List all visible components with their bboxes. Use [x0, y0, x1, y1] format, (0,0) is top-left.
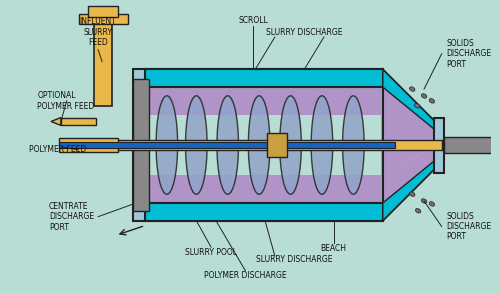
Bar	[78, 14, 128, 24]
Ellipse shape	[410, 192, 415, 196]
Text: SCROLL: SCROLL	[238, 16, 268, 25]
Polygon shape	[383, 69, 437, 221]
Text: SLURRY DISCHARGE: SLURRY DISCHARGE	[256, 255, 332, 264]
Polygon shape	[51, 117, 61, 125]
Bar	[146, 69, 383, 221]
Ellipse shape	[248, 96, 270, 194]
Polygon shape	[383, 87, 437, 176]
Bar	[147, 176, 381, 203]
Text: OPTIONAL
POLYMER FEED: OPTIONAL POLYMER FEED	[38, 91, 94, 110]
Bar	[134, 69, 145, 221]
Bar	[146, 203, 383, 221]
Ellipse shape	[422, 94, 427, 98]
Text: POLYMER DISCHARGE: POLYMER DISCHARGE	[204, 271, 286, 280]
Ellipse shape	[217, 96, 238, 194]
Bar	[61, 117, 96, 125]
Bar	[86, 140, 442, 150]
Text: POLYMER FEED: POLYMER FEED	[30, 145, 86, 154]
Bar	[59, 138, 118, 152]
Ellipse shape	[156, 96, 178, 194]
Polygon shape	[383, 69, 437, 131]
Ellipse shape	[414, 103, 420, 108]
Text: SOLIDS
DISCHARGE
PORT: SOLIDS DISCHARGE PORT	[446, 39, 492, 69]
Bar	[444, 137, 498, 153]
Text: SLURRY POOL: SLURRY POOL	[185, 248, 237, 258]
Text: INFLUENT
SLURRY
FEED: INFLUENT SLURRY FEED	[80, 17, 116, 47]
Text: SOLIDS
DISCHARGE
PORT: SOLIDS DISCHARGE PORT	[446, 212, 492, 241]
Ellipse shape	[410, 87, 415, 91]
Bar	[59, 142, 394, 149]
Text: BEACH: BEACH	[320, 243, 346, 253]
Text: CENTRATE
DISCHARGE
PORT: CENTRATE DISCHARGE PORT	[49, 202, 94, 231]
Bar	[94, 17, 112, 106]
Bar	[434, 117, 444, 173]
Ellipse shape	[422, 199, 427, 203]
Ellipse shape	[186, 96, 207, 194]
Ellipse shape	[416, 209, 421, 213]
Bar	[267, 133, 286, 157]
Ellipse shape	[311, 96, 332, 194]
Ellipse shape	[429, 202, 434, 206]
Text: SLURRY DISCHARGE: SLURRY DISCHARGE	[266, 28, 342, 37]
Ellipse shape	[280, 96, 301, 194]
Ellipse shape	[342, 96, 364, 194]
Polygon shape	[383, 159, 437, 221]
Polygon shape	[383, 145, 437, 203]
Bar	[147, 87, 381, 115]
Ellipse shape	[429, 99, 434, 103]
Bar	[146, 69, 383, 87]
Bar	[88, 6, 118, 17]
Bar	[134, 79, 149, 211]
